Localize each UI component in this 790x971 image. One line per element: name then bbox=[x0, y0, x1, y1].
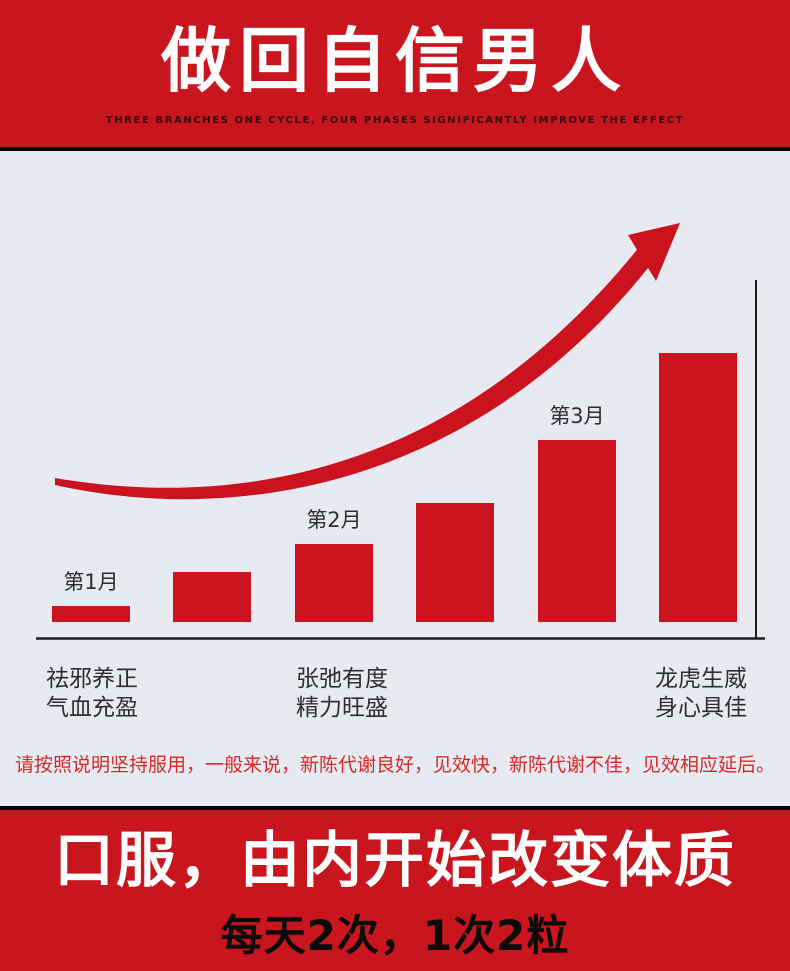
growth-arrow-icon bbox=[55, 223, 680, 500]
divider-bottom bbox=[0, 806, 790, 810]
chart-bar bbox=[173, 572, 251, 622]
divider-top bbox=[0, 147, 790, 151]
chart-section: 第1月 第2月 第3月 祛邪养正 气血充盈 张弛有度 精力旺盛 龙虎生威 身心具佳 … bbox=[0, 151, 790, 806]
chart-bar bbox=[416, 503, 494, 622]
growth-chart-graphics bbox=[36, 223, 765, 640]
top-banner: 做回自信男人 THREE BRANCHES ONE CYCLE, FOUR PH… bbox=[0, 0, 790, 147]
feature-group-2: 张弛有度 精力旺盛 bbox=[296, 665, 388, 723]
chart-bar bbox=[52, 606, 130, 622]
feature-line: 身心具佳 bbox=[655, 695, 747, 721]
feature-group-1: 祛邪养正 气血充盈 bbox=[46, 665, 138, 723]
footer-dosage: 每天2次，1次2粒 bbox=[220, 911, 570, 960]
bars-layer: 第1月 第2月 第3月 bbox=[0, 151, 790, 806]
feature-group-3: 龙虎生威 身心具佳 bbox=[655, 665, 747, 723]
bar-label: 第1月 bbox=[63, 570, 119, 594]
chart-bar bbox=[295, 544, 373, 622]
bar-label: 第3月 bbox=[549, 404, 605, 428]
chart-bar bbox=[659, 353, 737, 622]
footer-headline: 口服，由内开始改变体质 bbox=[54, 826, 736, 896]
feature-captions: 祛邪养正 气血充盈 张弛有度 精力旺盛 龙虎生威 身心具佳 bbox=[0, 665, 790, 729]
page-subtitle: THREE BRANCHES ONE CYCLE, FOUR PHASES SI… bbox=[105, 115, 685, 126]
bar-label: 第2月 bbox=[306, 508, 362, 532]
feature-line: 龙虎生威 bbox=[655, 666, 747, 692]
usage-note: 请按照说明坚持服用，一般来说，新陈代谢良好，见效快，新陈代谢不佳，见效相应延后。 bbox=[14, 754, 775, 776]
page-title: 做回自信男人 bbox=[161, 20, 629, 102]
bottom-banner: 口服，由内开始改变体质 每天2次，1次2粒 bbox=[0, 810, 790, 971]
feature-line: 精力旺盛 bbox=[296, 695, 388, 721]
feature-line: 张弛有度 bbox=[296, 666, 388, 692]
feature-line: 气血充盈 bbox=[46, 695, 138, 721]
chart-bar bbox=[538, 440, 616, 622]
feature-line: 祛邪养正 bbox=[46, 666, 138, 692]
